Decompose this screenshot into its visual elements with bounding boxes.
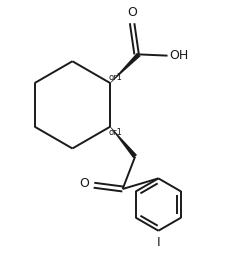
Text: I: I (156, 236, 160, 249)
Text: or1: or1 (109, 128, 123, 137)
Text: O: O (127, 6, 137, 19)
Polygon shape (110, 53, 141, 83)
Text: or1: or1 (109, 73, 123, 82)
Text: OH: OH (170, 49, 189, 62)
Polygon shape (110, 126, 137, 158)
Text: O: O (80, 178, 89, 190)
